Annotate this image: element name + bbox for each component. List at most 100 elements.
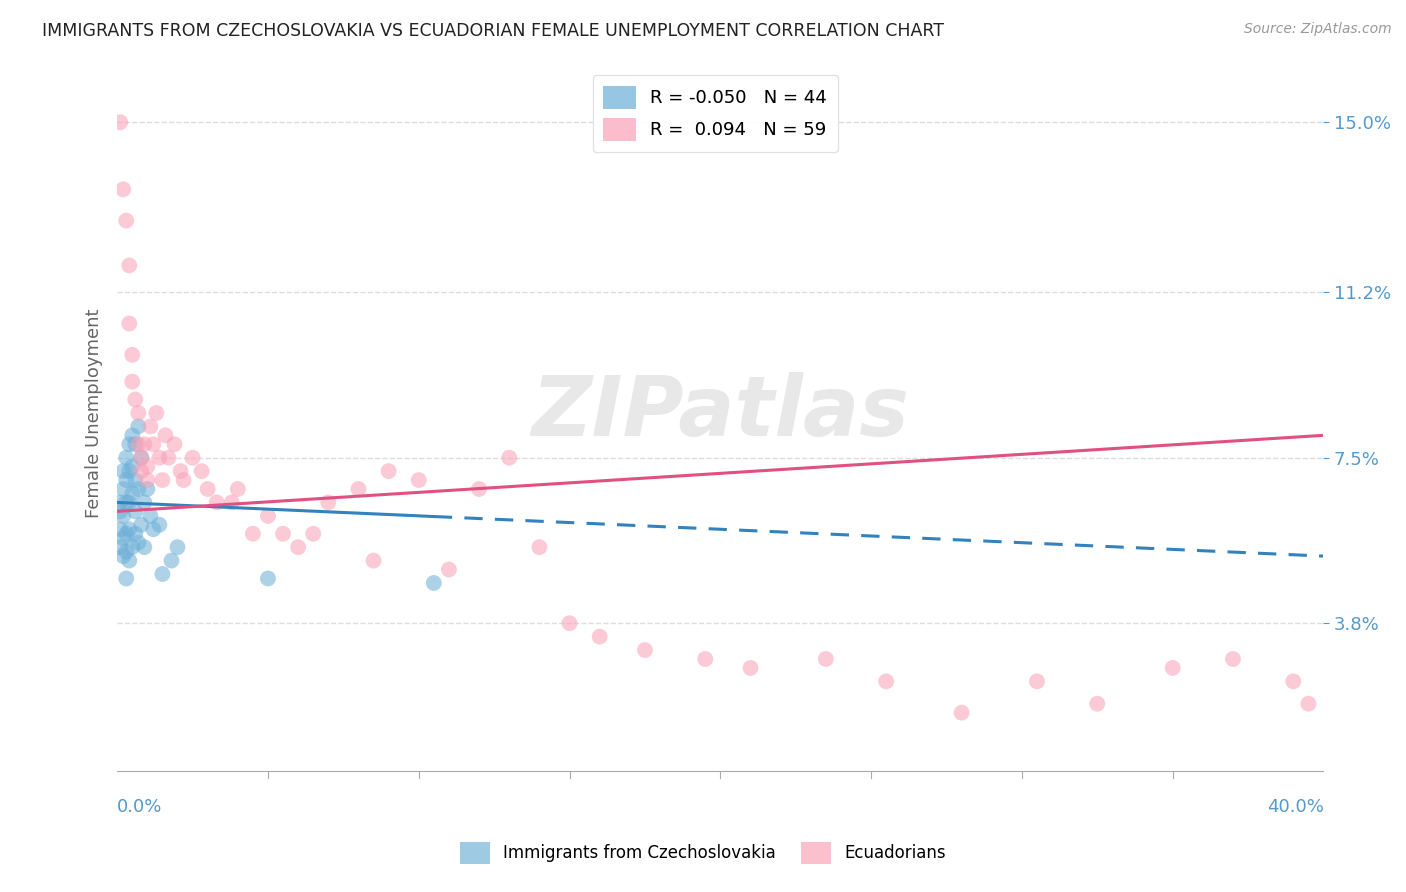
Point [302, 526, 325, 541]
Text: IMMIGRANTS FROM CZECHOSLOVAKIA VS ECUADORIAN FEMALE UNEMPLOYMENT CORRELATION CHA: IMMIGRANTS FROM CZECHOSLOVAKIA VS ECUADO… [42, 22, 945, 40]
Point [205, 495, 228, 509]
Point [134, 540, 156, 554]
Point [121, 428, 143, 442]
Point [181, 450, 204, 465]
Point [136, 482, 159, 496]
Point [498, 450, 520, 465]
Point [142, 437, 165, 451]
Point [136, 459, 159, 474]
Text: 0.0%: 0.0% [117, 797, 163, 815]
Point [139, 419, 162, 434]
Point [121, 486, 143, 500]
Point [115, 495, 138, 509]
Point [145, 406, 167, 420]
Point [112, 182, 135, 196]
Point [257, 572, 280, 586]
Point [875, 674, 897, 689]
Point [115, 450, 138, 465]
Point [121, 375, 143, 389]
Point [108, 540, 131, 554]
Point [950, 706, 973, 720]
Point [695, 652, 717, 666]
Point [121, 348, 143, 362]
Point [1161, 661, 1184, 675]
Point [468, 482, 491, 496]
Point [127, 437, 149, 451]
Point [118, 464, 141, 478]
Point [121, 540, 143, 554]
Point [124, 392, 146, 407]
Point [108, 115, 131, 129]
Point [155, 428, 177, 442]
Point [160, 553, 183, 567]
Point [190, 464, 212, 478]
Point [131, 517, 153, 532]
Point [1026, 674, 1049, 689]
Point [136, 473, 159, 487]
Point [408, 473, 430, 487]
Y-axis label: Female Unemployment: Female Unemployment [86, 309, 103, 517]
Point [221, 495, 243, 509]
Point [121, 459, 143, 474]
Point [118, 437, 141, 451]
Point [112, 508, 135, 523]
Point [127, 482, 149, 496]
Point [115, 544, 138, 558]
Point [287, 540, 309, 554]
Point [157, 450, 180, 465]
Point [134, 495, 156, 509]
Point [1282, 674, 1305, 689]
Legend: Immigrants from Czechoslovakia, Ecuadorians: Immigrants from Czechoslovakia, Ecuadori… [453, 836, 953, 871]
Point [108, 522, 131, 536]
Point [127, 535, 149, 549]
Point [108, 504, 131, 518]
Text: 40.0%: 40.0% [1267, 797, 1323, 815]
Point [131, 450, 153, 465]
Point [377, 464, 399, 478]
Point [124, 473, 146, 487]
Point [257, 508, 280, 523]
Point [115, 572, 138, 586]
Point [124, 437, 146, 451]
Point [197, 482, 219, 496]
Point [148, 517, 170, 532]
Point [118, 553, 141, 567]
Point [134, 437, 156, 451]
Point [1085, 697, 1108, 711]
Point [363, 553, 385, 567]
Point [529, 540, 551, 554]
Point [118, 522, 141, 536]
Point [148, 450, 170, 465]
Point [124, 504, 146, 518]
Point [152, 473, 174, 487]
Point [169, 464, 191, 478]
Point [115, 526, 138, 541]
Point [131, 450, 153, 465]
Point [163, 437, 186, 451]
Point [127, 419, 149, 434]
Point [142, 522, 165, 536]
Point [108, 495, 131, 509]
Text: Source: ZipAtlas.com: Source: ZipAtlas.com [1244, 22, 1392, 37]
Point [118, 317, 141, 331]
Legend: R = -0.050   N = 44, R =  0.094   N = 59: R = -0.050 N = 44, R = 0.094 N = 59 [592, 75, 838, 152]
Point [173, 473, 195, 487]
Point [139, 508, 162, 523]
Point [271, 526, 294, 541]
Point [347, 482, 370, 496]
Point [112, 549, 135, 563]
Point [127, 406, 149, 420]
Point [589, 630, 612, 644]
Point [112, 531, 135, 545]
Point [115, 473, 138, 487]
Point [226, 482, 249, 496]
Point [131, 464, 153, 478]
Point [558, 616, 581, 631]
Point [118, 495, 141, 509]
Point [814, 652, 837, 666]
Point [118, 258, 141, 272]
Point [112, 464, 135, 478]
Point [152, 566, 174, 581]
Point [242, 526, 264, 541]
Text: ZIPatlas: ZIPatlas [531, 373, 910, 453]
